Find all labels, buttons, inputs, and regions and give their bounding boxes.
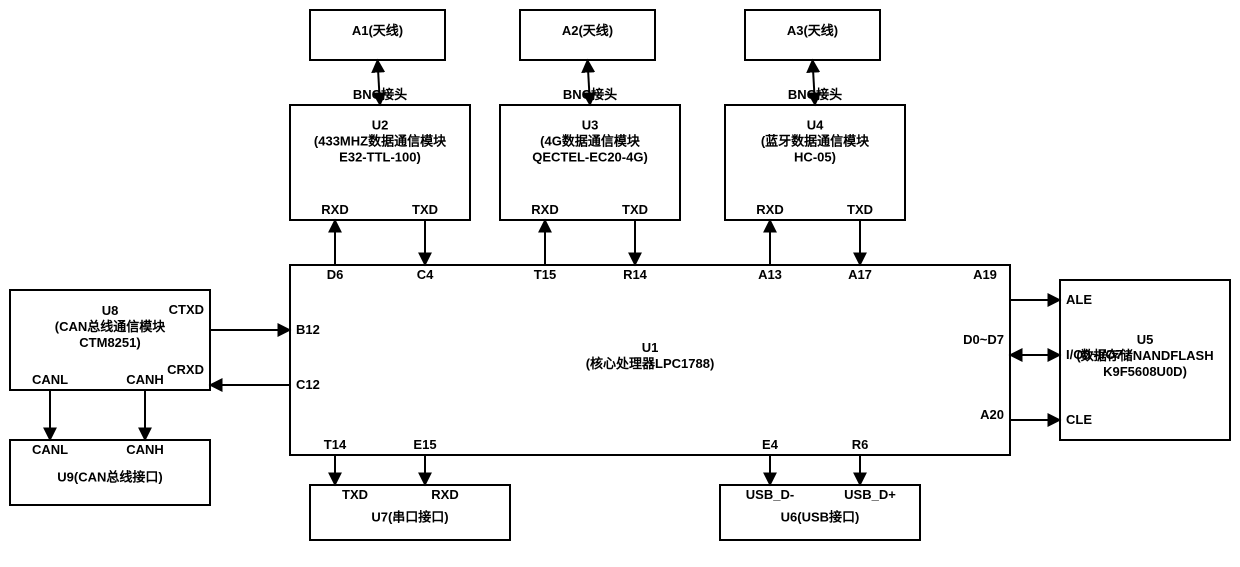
block-label: CTM8251) — [79, 335, 140, 350]
block-U4: BNC接头U4(蓝牙数据通信模块HC-05)RXDTXD — [725, 87, 905, 220]
block-label: U5 — [1137, 332, 1154, 347]
pin-label: I/O0~I/O7 — [1066, 347, 1123, 362]
pin-label: R14 — [623, 267, 648, 282]
pin-label: RXD — [321, 202, 348, 217]
block-label: U3 — [582, 118, 599, 133]
pin-label: CRXD — [167, 362, 204, 377]
pin-label: A13 — [758, 267, 782, 282]
pin-label: ALE — [1066, 292, 1092, 307]
block-label: (核心处理器LPC1788) — [586, 356, 715, 371]
block-label: U6(USB接口) — [781, 510, 860, 525]
block-U5: U5(数据存储NANDFLASHK9F5608U0D)ALEI/O0~I/O7C… — [1060, 280, 1230, 440]
block-label: (433MHZ数据通信模块 — [314, 134, 447, 149]
pin-label: RXD — [531, 202, 558, 217]
block-U2: BNC接头U2(433MHZ数据通信模块E32-TTL-100)RXDTXD — [290, 87, 470, 220]
block-U1: U1(核心处理器LPC1788) D6 C4 T15 R14 A13 A17 A19 T14 E1… — [290, 265, 1010, 455]
pin-label: C12 — [296, 377, 320, 392]
pin-label: TXD — [847, 202, 873, 217]
pin-label: CTXD — [169, 302, 204, 317]
pin-label: B12 — [296, 322, 320, 337]
pin-label: CLE — [1066, 412, 1092, 427]
block-label: A2(天线) — [562, 23, 613, 38]
pin-label: R6 — [852, 437, 869, 452]
block-label: HC-05) — [794, 150, 836, 165]
block-label: U7(串口接口) — [371, 510, 448, 525]
block-A3: A3(天线) — [745, 10, 880, 60]
block-label: U9(CAN总线接口) — [57, 470, 162, 485]
block-label: (CAN总线通信模块 — [55, 319, 166, 334]
pin-label: E15 — [413, 437, 436, 452]
pin-label: CANH — [126, 442, 164, 457]
pin-label: CANL — [32, 442, 68, 457]
block-A2: A2(天线) — [520, 10, 655, 60]
block-label: U4 — [807, 118, 824, 133]
block-label: U2 — [372, 118, 389, 133]
pin-label: USB_D- — [746, 487, 794, 502]
pin-label: RXD — [756, 202, 783, 217]
pin-label: T15 — [534, 267, 556, 282]
pin-label: USB_D+ — [844, 487, 896, 502]
block-label: QECTEL-EC20-4G) — [532, 150, 648, 165]
block-diagram: A1(天线)A2(天线)A3(天线)BNC接头U2(433MHZ数据通信模块E3… — [0, 0, 1240, 567]
block-label: A1(天线) — [352, 23, 403, 38]
pin-label: C4 — [417, 267, 434, 282]
block-label: E32-TTL-100) — [339, 150, 421, 165]
block-A1: A1(天线) — [310, 10, 445, 60]
pin-label: RXD — [431, 487, 458, 502]
block-U9: U9(CAN总线接口) CANL CANH — [10, 440, 210, 505]
block-label: A3(天线) — [787, 23, 838, 38]
pin-label: TXD — [622, 202, 648, 217]
block-label: U1 — [642, 340, 659, 355]
pin-label: T14 — [324, 437, 347, 452]
block-U7: U7(串口接口)TXD RXD — [310, 485, 510, 540]
block-label: (蓝牙数据通信模块 — [761, 134, 870, 149]
pin-label: CANL — [32, 372, 68, 387]
pin-label: A20 — [980, 407, 1004, 422]
pin-label: TXD — [342, 487, 368, 502]
pin-label: CANH — [126, 372, 164, 387]
block-U6: U6(USB接口) USB_D- USB_D+ — [720, 485, 920, 540]
pin-label: D6 — [327, 267, 344, 282]
block-U8: U8(CAN总线通信模块CTM8251) CANL CANH CTXD CRXD — [10, 290, 210, 390]
pin-label: D0~D7 — [963, 332, 1004, 347]
block-U3: BNC接头U3(4G数据通信模块QECTEL-EC20-4G)RXDTXD — [500, 87, 680, 220]
block-label: K9F5608U0D) — [1103, 364, 1187, 379]
pin-label: TXD — [412, 202, 438, 217]
pin-label: A19 — [973, 267, 997, 282]
pin-label: A17 — [848, 267, 872, 282]
block-label: U8 — [102, 303, 119, 318]
pin-label: E4 — [762, 437, 779, 452]
block-label: (4G数据通信模块 — [540, 134, 641, 149]
